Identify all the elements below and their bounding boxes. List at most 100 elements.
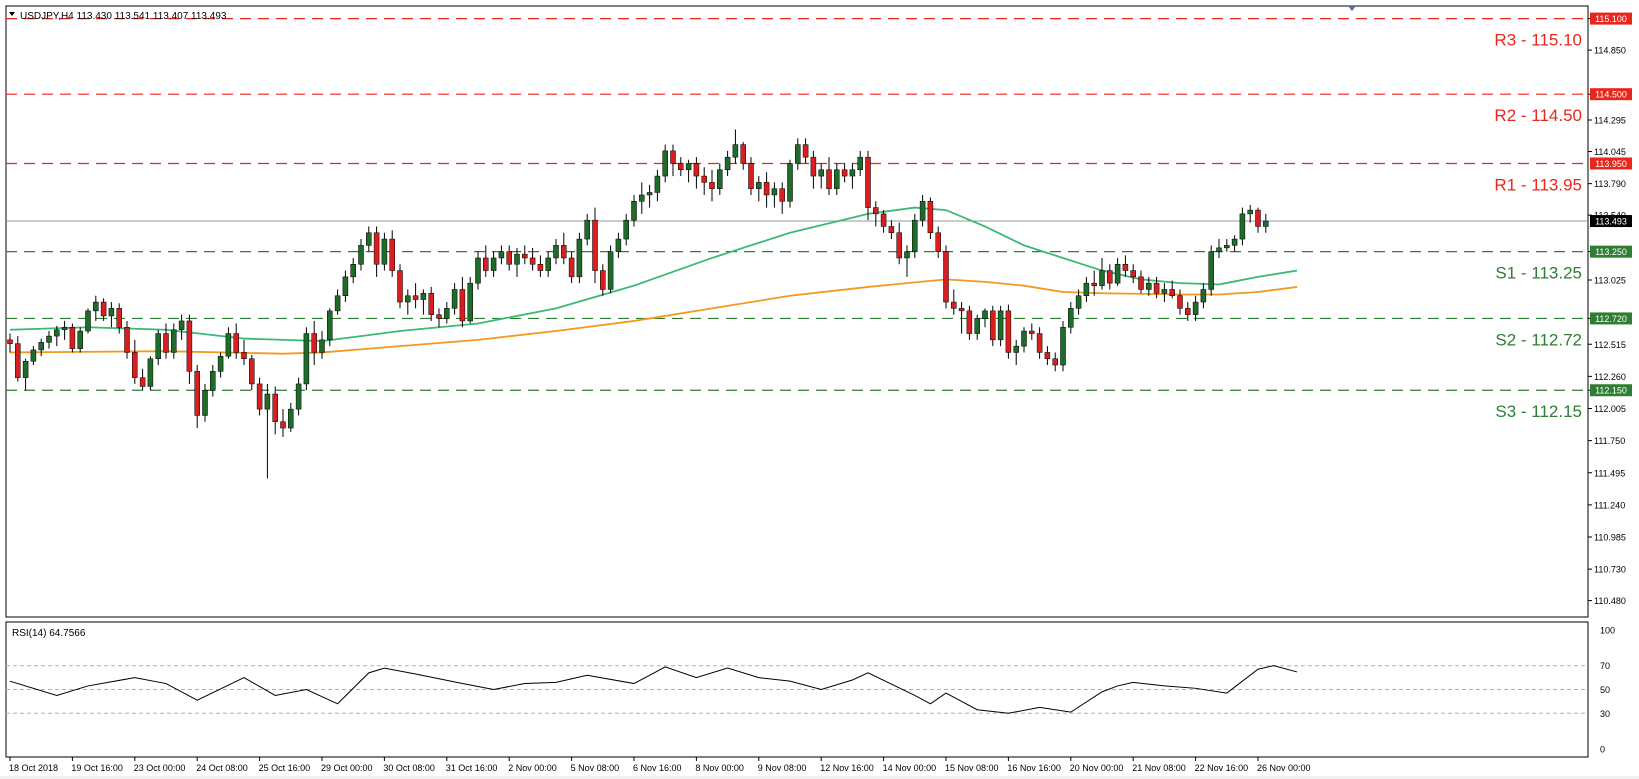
candle — [280, 409, 286, 437]
candle — [654, 169, 661, 202]
candle — [1255, 207, 1261, 233]
candle-body — [748, 163, 754, 189]
candle-body — [997, 310, 1004, 341]
candle-body — [1107, 270, 1113, 284]
candle-body — [1029, 330, 1035, 334]
candle-body — [951, 301, 957, 309]
candle — [982, 308, 988, 328]
price-tag-text-s1: 113.250 — [1595, 247, 1627, 257]
candle-body — [865, 156, 871, 208]
candle — [1099, 257, 1105, 290]
price-tag-r1 — [1590, 157, 1632, 170]
header-dropdown-icon[interactable] — [9, 12, 15, 16]
candle-body — [139, 377, 146, 387]
candle — [249, 354, 255, 391]
candle-body — [1122, 264, 1129, 271]
candle-body — [490, 257, 497, 271]
candle — [834, 163, 840, 195]
time-tick-label: 15 Nov 08:00 — [945, 763, 999, 773]
rsi-tick-label: 50 — [1600, 685, 1610, 695]
candle-body — [249, 358, 255, 385]
candle — [436, 308, 442, 328]
candle-body — [623, 219, 629, 240]
candle — [139, 368, 146, 391]
candle-body — [919, 201, 926, 221]
candle — [171, 323, 177, 359]
candle-body — [1013, 345, 1019, 353]
candle — [693, 157, 700, 189]
candle — [202, 383, 208, 422]
price-tick-label: 113.790 — [1594, 179, 1626, 189]
candle-body — [576, 238, 583, 278]
candle — [15, 336, 21, 382]
candle-body — [1153, 282, 1160, 294]
price-tick-label: 112.515 — [1594, 340, 1626, 350]
candle-body — [561, 245, 567, 259]
candle — [826, 157, 832, 195]
time-tick-label: 19 Oct 16:00 — [71, 763, 123, 773]
candle-body — [295, 383, 302, 410]
candle — [178, 314, 185, 340]
candle-body — [241, 352, 247, 359]
candle-body — [709, 182, 715, 189]
candle-body — [1036, 333, 1043, 353]
candle — [54, 325, 60, 347]
candle — [1239, 207, 1246, 246]
price-tick-label: 111.495 — [1594, 468, 1625, 478]
rsi-tick-label: 0 — [1600, 745, 1605, 755]
time-tick-label: 14 Nov 00:00 — [883, 763, 937, 773]
level-label-s2: S2 - 112.72 — [1495, 330, 1582, 349]
price-tick-label: 114.295 — [1594, 116, 1626, 126]
level-label-s3: S3 - 112.15 — [1495, 402, 1582, 421]
candle — [561, 232, 567, 265]
candle — [467, 276, 473, 324]
candle — [576, 232, 583, 284]
time-tick-label: 26 Nov 00:00 — [1257, 763, 1311, 773]
candle — [795, 138, 801, 170]
price-tick-label: 110.480 — [1594, 596, 1626, 606]
candle-body — [756, 182, 762, 189]
candle-body — [194, 371, 200, 416]
candle — [420, 289, 427, 315]
candle — [1068, 302, 1074, 334]
rsi-tick-label: 30 — [1600, 709, 1610, 719]
candle-body — [178, 320, 185, 331]
candle — [1224, 239, 1230, 252]
candle — [1247, 205, 1253, 223]
candle-body — [327, 310, 333, 341]
rsi-tick-label: 70 — [1600, 661, 1610, 671]
price-tick-label: 111.750 — [1594, 436, 1625, 446]
candle — [397, 264, 403, 309]
candle — [69, 323, 76, 353]
candle — [810, 150, 817, 189]
candle-body — [717, 169, 723, 189]
candle — [1138, 270, 1144, 294]
candle — [997, 305, 1004, 347]
shift-marker-icon[interactable] — [1348, 6, 1356, 11]
candle — [38, 338, 44, 357]
candle — [818, 163, 824, 189]
candle-body — [264, 393, 271, 410]
candle-body — [685, 163, 692, 171]
candle — [256, 377, 263, 416]
candle-body — [826, 169, 832, 189]
candle — [381, 232, 388, 271]
candle-body — [958, 308, 965, 312]
candle-body — [373, 232, 380, 265]
candle-body — [467, 282, 473, 322]
price-panel-frame — [5, 5, 1589, 618]
price-tick-label: 112.260 — [1594, 372, 1626, 382]
candle-body — [732, 144, 739, 158]
price-tick-label: 112.005 — [1594, 404, 1626, 414]
candle-body — [366, 232, 372, 246]
price-tick-label: 114.850 — [1594, 46, 1626, 56]
candle-body — [787, 163, 793, 202]
candle — [1114, 257, 1121, 286]
candle-body — [288, 408, 294, 429]
candle-body — [670, 150, 676, 164]
candle-body — [888, 226, 895, 234]
rsi-levels — [6, 665, 1588, 714]
candle-body — [1263, 220, 1269, 227]
candle-body — [779, 188, 785, 202]
time-tick-label: 6 Nov 16:00 — [633, 763, 682, 773]
